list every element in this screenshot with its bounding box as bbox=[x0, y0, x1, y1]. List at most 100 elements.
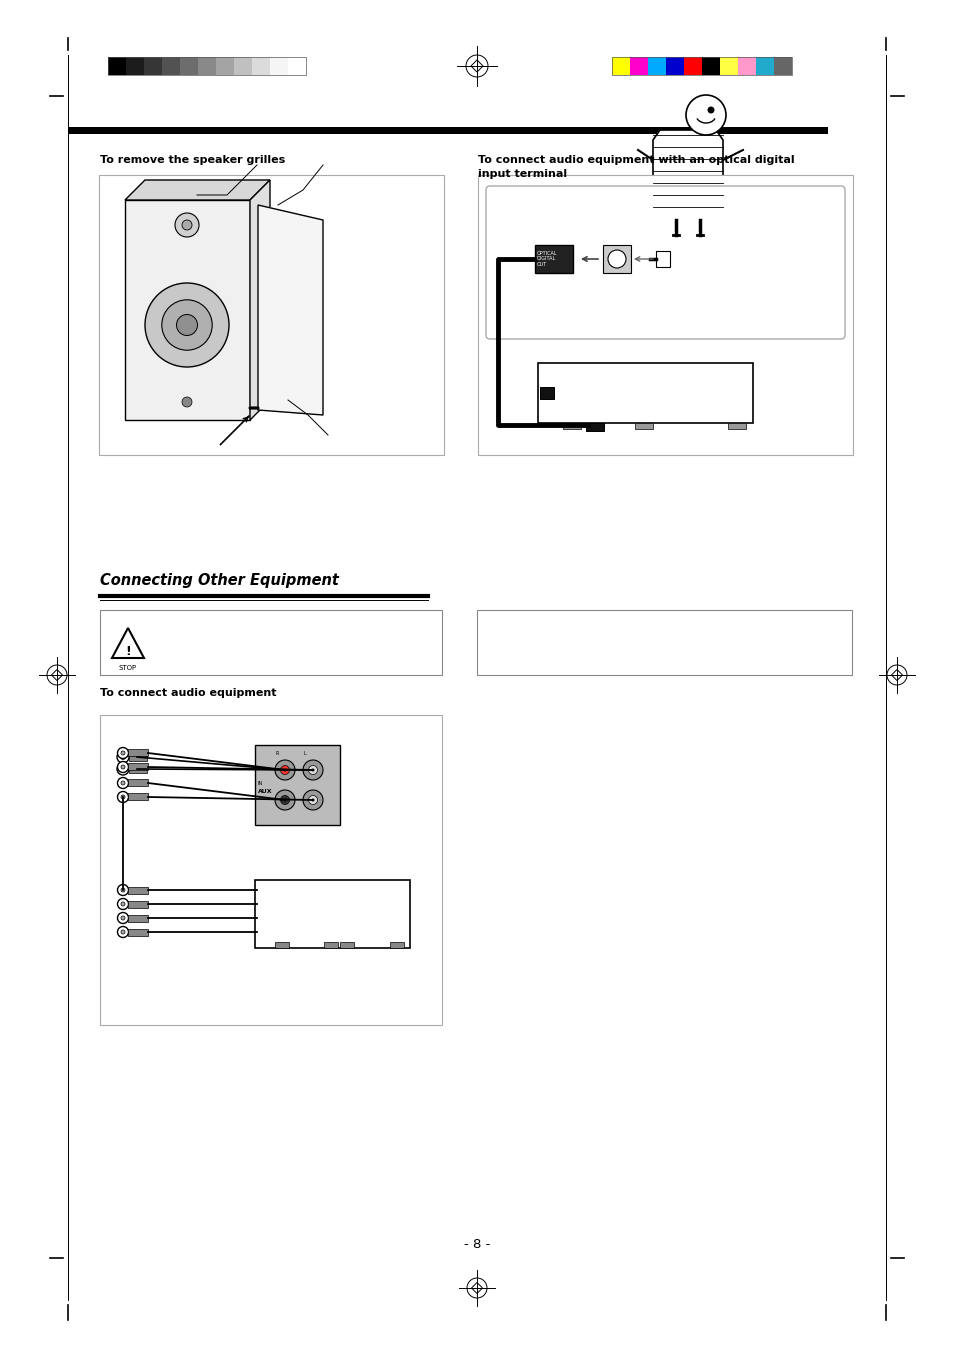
Circle shape bbox=[274, 760, 294, 780]
Circle shape bbox=[280, 765, 289, 775]
Circle shape bbox=[283, 799, 286, 802]
Bar bbox=[339, 942, 354, 948]
Bar bbox=[125, 200, 250, 420]
Bar bbox=[390, 942, 403, 948]
Bar bbox=[720, 57, 738, 74]
Circle shape bbox=[250, 407, 253, 410]
Bar bbox=[162, 57, 180, 74]
Circle shape bbox=[121, 930, 125, 934]
Text: STOP: STOP bbox=[119, 665, 137, 671]
Bar bbox=[270, 57, 288, 74]
Bar bbox=[562, 423, 580, 429]
Bar bbox=[535, 245, 573, 273]
Bar bbox=[324, 942, 337, 948]
Bar bbox=[144, 57, 162, 74]
Bar bbox=[476, 610, 851, 675]
Circle shape bbox=[255, 407, 258, 410]
Bar bbox=[128, 764, 148, 771]
Bar bbox=[683, 57, 701, 74]
Circle shape bbox=[117, 761, 129, 772]
Circle shape bbox=[120, 767, 126, 772]
Bar bbox=[602, 245, 630, 273]
Bar bbox=[215, 57, 233, 74]
Bar bbox=[128, 914, 148, 922]
Text: R: R bbox=[275, 750, 278, 756]
Circle shape bbox=[145, 283, 229, 366]
Polygon shape bbox=[112, 627, 144, 658]
Text: IN: IN bbox=[257, 781, 263, 786]
Circle shape bbox=[121, 902, 125, 906]
Circle shape bbox=[117, 913, 129, 923]
Circle shape bbox=[117, 748, 129, 758]
Text: - 8 -: - 8 - bbox=[463, 1238, 490, 1252]
Circle shape bbox=[251, 407, 253, 410]
Bar bbox=[773, 57, 791, 74]
Polygon shape bbox=[257, 206, 323, 415]
Text: To connect audio equipment with an optical digital
input terminal: To connect audio equipment with an optic… bbox=[477, 155, 794, 178]
Bar bbox=[126, 57, 144, 74]
Bar bbox=[537, 362, 752, 423]
Circle shape bbox=[312, 799, 314, 802]
Bar bbox=[128, 780, 148, 787]
Bar bbox=[254, 880, 410, 948]
Circle shape bbox=[121, 781, 125, 786]
Bar bbox=[288, 57, 306, 74]
Polygon shape bbox=[125, 180, 270, 200]
Circle shape bbox=[283, 768, 286, 772]
Bar bbox=[701, 57, 720, 74]
Circle shape bbox=[707, 107, 714, 114]
Bar bbox=[755, 57, 773, 74]
Circle shape bbox=[121, 750, 125, 754]
Bar bbox=[612, 57, 791, 74]
Bar bbox=[99, 174, 443, 456]
Bar bbox=[647, 57, 665, 74]
Bar bbox=[254, 745, 339, 825]
Circle shape bbox=[182, 220, 192, 230]
Text: L: L bbox=[303, 750, 306, 756]
Circle shape bbox=[117, 777, 129, 788]
Circle shape bbox=[121, 917, 125, 919]
Bar bbox=[108, 57, 306, 74]
FancyBboxPatch shape bbox=[485, 187, 844, 339]
Circle shape bbox=[308, 795, 317, 804]
Circle shape bbox=[303, 760, 323, 780]
Circle shape bbox=[248, 407, 252, 410]
Bar bbox=[274, 942, 289, 948]
Bar bbox=[539, 387, 554, 399]
Bar bbox=[128, 749, 148, 757]
Bar bbox=[656, 251, 669, 266]
Text: AUX: AUX bbox=[257, 790, 273, 794]
Bar bbox=[128, 900, 148, 907]
Circle shape bbox=[256, 407, 259, 410]
Bar bbox=[128, 794, 148, 800]
Circle shape bbox=[308, 765, 317, 775]
Circle shape bbox=[252, 407, 254, 410]
Bar bbox=[129, 765, 147, 773]
Circle shape bbox=[312, 768, 314, 772]
Circle shape bbox=[121, 765, 125, 769]
Bar bbox=[635, 423, 652, 429]
Bar bbox=[128, 887, 148, 894]
Circle shape bbox=[121, 795, 125, 799]
Bar bbox=[477, 174, 852, 456]
Bar bbox=[100, 610, 441, 675]
Bar bbox=[100, 715, 441, 1025]
Bar bbox=[727, 423, 745, 429]
Text: To remove the speaker grilles: To remove the speaker grilles bbox=[100, 155, 285, 165]
Text: !: ! bbox=[125, 645, 131, 658]
Text: To connect audio equipment: To connect audio equipment bbox=[100, 688, 276, 698]
Text: Connecting Other Equipment: Connecting Other Equipment bbox=[100, 573, 338, 588]
Bar bbox=[612, 57, 629, 74]
Text: OPTICAL
DIGITAL
OUT: OPTICAL DIGITAL OUT bbox=[537, 250, 558, 268]
Circle shape bbox=[685, 95, 725, 135]
Bar bbox=[180, 57, 198, 74]
Polygon shape bbox=[250, 180, 270, 420]
Circle shape bbox=[117, 763, 129, 775]
Circle shape bbox=[117, 750, 129, 763]
Circle shape bbox=[253, 407, 257, 410]
Circle shape bbox=[176, 315, 197, 335]
Bar bbox=[68, 127, 827, 134]
Circle shape bbox=[117, 899, 129, 910]
Bar bbox=[252, 57, 270, 74]
Circle shape bbox=[117, 884, 129, 895]
